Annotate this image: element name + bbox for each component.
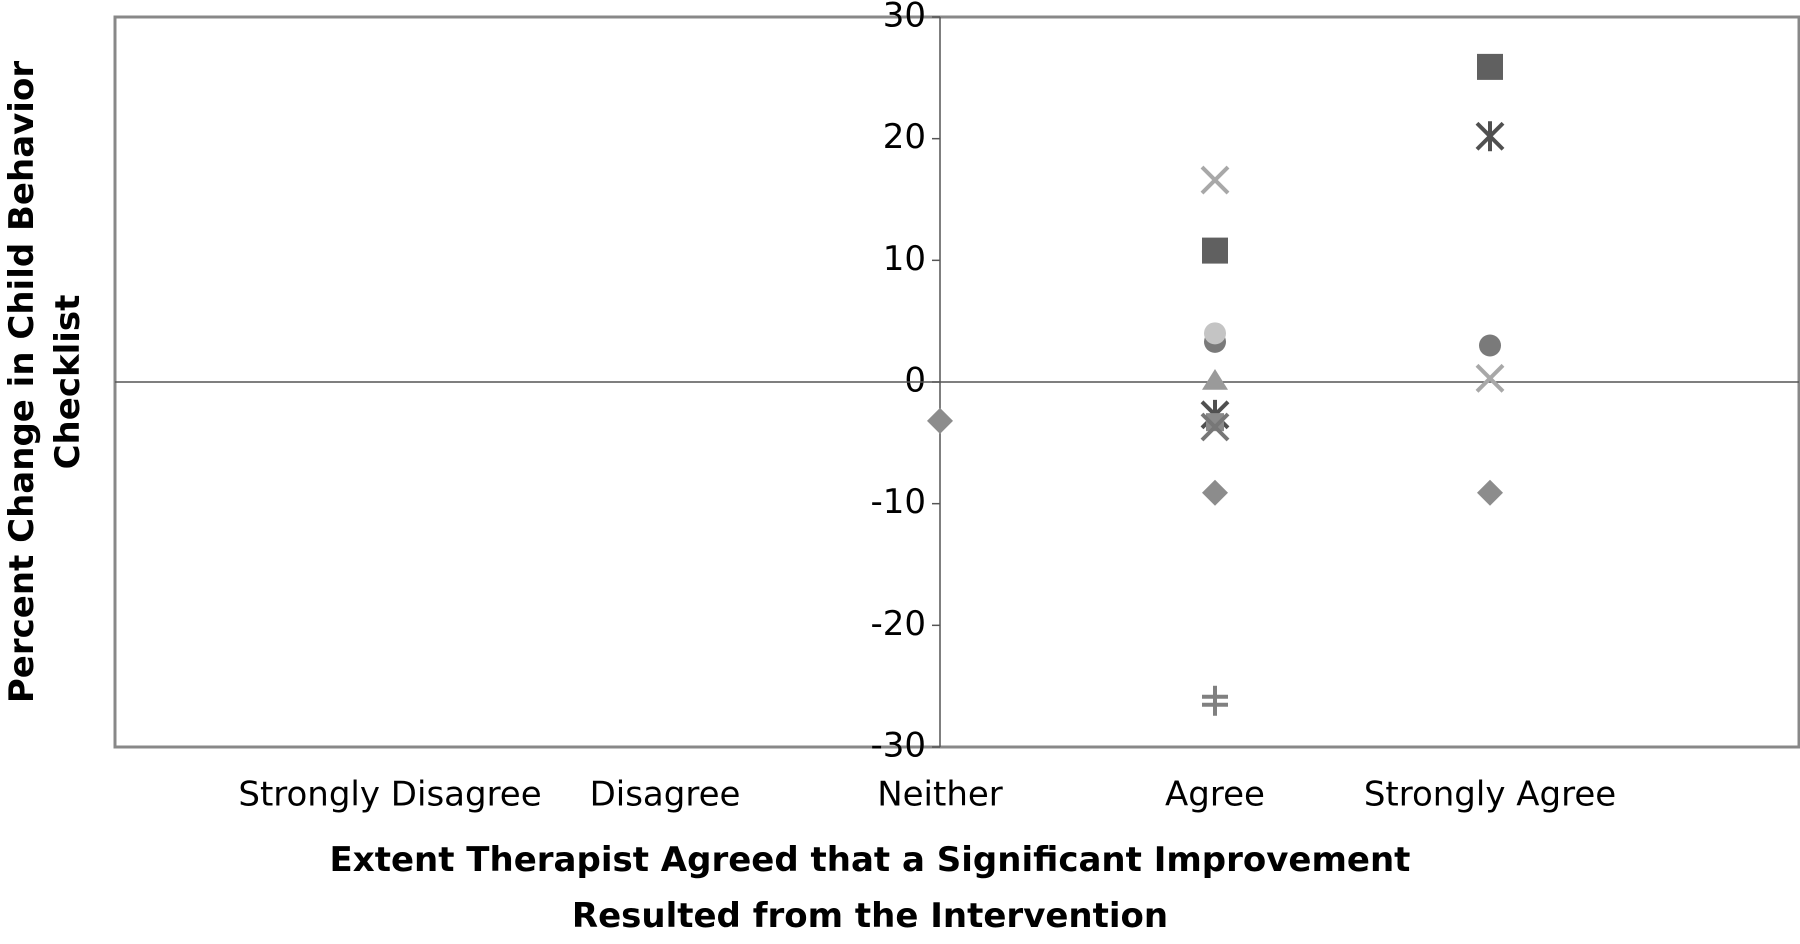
point [1475,121,1505,152]
point [1479,334,1501,357]
marker [1206,413,1224,432]
x-axis-title: Extent Therapist Agreed that a Significa… [329,840,1411,936]
point [1477,53,1503,80]
x-tick-label: Disagree [590,775,741,815]
y-tick-label: -10 [870,482,926,522]
x-tick-label: Strongly Disagree [238,775,541,815]
y-tick-label: 30 [883,0,926,36]
y-tick-label: -30 [870,726,926,766]
marker [1477,479,1503,506]
marker [1477,53,1503,80]
point [1477,479,1503,506]
marker [1202,479,1228,506]
x-tick-label: Strongly Agree [1364,775,1616,815]
marker [1204,322,1226,345]
point [1200,412,1230,442]
y-tick-label: 20 [883,117,926,157]
marker [927,407,953,434]
point [1204,322,1226,345]
marker [1200,165,1230,195]
point [927,407,953,434]
y-tick-label: 0 [904,361,926,401]
point [1202,685,1228,716]
marker [1475,363,1505,393]
point [1202,369,1228,390]
point [1202,237,1228,264]
point [1475,363,1505,393]
x-tick-label: Agree [1165,775,1265,815]
y-tick-label: 10 [883,239,926,279]
marker [1202,369,1228,390]
marker [1479,334,1501,357]
x-tick-label: Neither [877,775,1003,815]
point [1200,165,1230,195]
marker [1200,412,1230,442]
y-axis-title: Percent Change in Child Behavior Checkli… [2,60,88,704]
point [1202,479,1228,506]
point [1206,413,1224,432]
marker [1202,237,1228,264]
y-tick-label: -20 [870,604,926,644]
